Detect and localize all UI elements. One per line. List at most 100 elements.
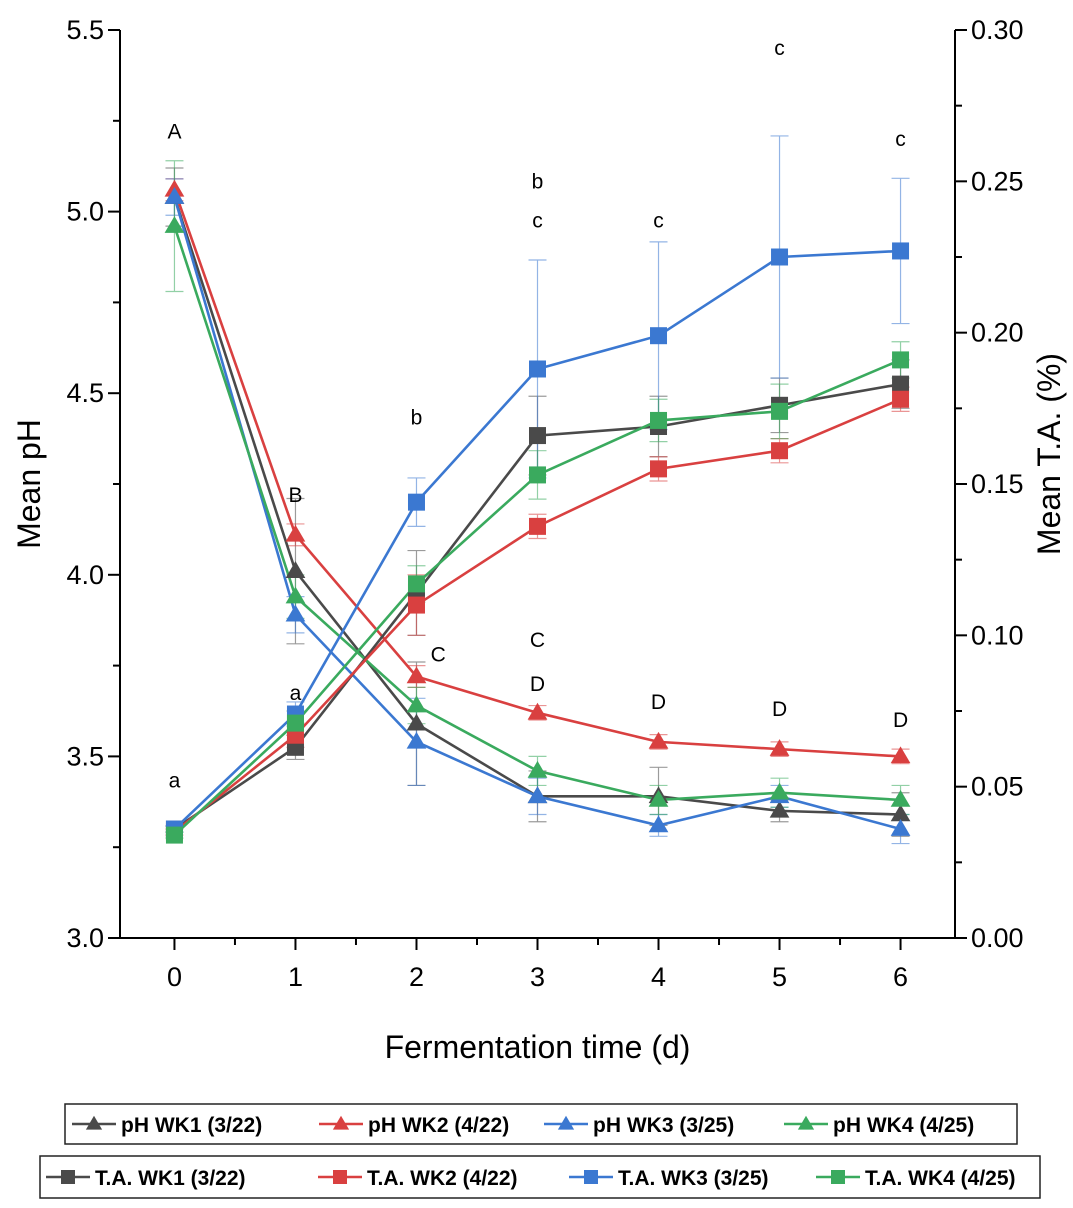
data-point-t-a-wk3-3-25: [650, 327, 668, 345]
legend-label-t-a-wk4-4-25: T.A. WK4 (4/25): [865, 1167, 1016, 1190]
left-y-tick-label: 5.5: [66, 15, 104, 45]
legend-marker-ph-wk2-4-22: [332, 1115, 350, 1130]
error-bars: [165, 135, 910, 845]
data-point-t-a-wk4-4-25: [165, 826, 183, 844]
legend-marker-t-a-wk2-4-22: [333, 1170, 347, 1184]
x-tick-label: 3: [530, 962, 545, 992]
right-y-tick-label: 0.15: [971, 469, 1024, 499]
legend-marker-t-a-wk3-3-25: [584, 1170, 598, 1184]
data-point-ph-wk4-4-25: [527, 760, 548, 778]
legend-row-ph-box: [64, 1103, 1018, 1145]
significance-letter: a: [169, 770, 181, 793]
significance-letter: a: [290, 682, 302, 705]
significance-letter: D: [530, 673, 545, 696]
significance-letter: A: [167, 121, 181, 144]
series-markers: [164, 179, 911, 844]
data-point-t-a-wk2-4-22: [407, 596, 425, 614]
data-point-t-a-wk2-4-22: [529, 517, 546, 535]
data-point-t-a-wk4-4-25: [650, 411, 668, 429]
data-point-t-a-wk4-4-25: [529, 466, 546, 484]
data-point-t-a-wk4-4-25: [771, 402, 789, 420]
data-point-ph-wk1-3-22: [285, 561, 306, 578]
data-point-ph-wk2-4-22: [285, 524, 306, 542]
data-point-ph-wk1-3-22: [769, 800, 790, 818]
data-point-t-a-wk3-3-25: [407, 493, 425, 511]
data-point-ph-wk3-3-25: [648, 815, 669, 833]
data-point-ph-wk2-4-22: [769, 739, 790, 756]
left-y-tick-label: 3.5: [66, 741, 104, 771]
data-point-t-a-wk3-3-25: [771, 248, 789, 266]
data-point-t-a-wk4-4-25: [407, 575, 425, 593]
data-point-t-a-wk2-4-22: [650, 460, 668, 478]
data-point-t-a-wk4-4-25: [286, 714, 304, 732]
legend-label-ph-wk3-3-25: pH WK3 (3/25): [593, 1114, 734, 1137]
left-y-tick-label: 4.0: [66, 560, 104, 590]
significance-letter: b: [411, 406, 423, 429]
data-point-ph-wk3-3-25: [285, 604, 306, 622]
left-y-tick-label: 3.0: [66, 923, 104, 953]
data-point-t-a-wk2-4-22: [892, 390, 910, 408]
right-y-tick-label: 0.05: [971, 772, 1024, 802]
axes: 3.0 3.5 4.0 4.5 5.0 5.5 0.00 0.05 0.10 0.15 0.20 0.…: [11, 15, 1067, 1065]
right-y-tick-label: 0.25: [971, 166, 1024, 196]
data-point-ph-wk3-3-25: [527, 786, 548, 804]
data-point-t-a-wk3-3-25: [892, 242, 910, 260]
right-y-tick-label: 0.00: [971, 923, 1024, 953]
data-point-ph-wk2-4-22: [527, 702, 548, 720]
legend-marker-ph-wk4-4-25: [797, 1115, 815, 1130]
right-y-axis-title: Mean T.A. (%): [1031, 353, 1067, 555]
data-point-ph-wk2-4-22: [406, 666, 427, 684]
legend-label-t-a-wk3-3-25: T.A. WK3 (3/25): [618, 1167, 769, 1190]
data-point-ph-wk2-4-22: [890, 746, 911, 764]
x-axis-title: Fermentation time (d): [385, 1029, 691, 1065]
data-point-ph-wk1-3-22: [406, 713, 427, 731]
data-point-ph-wk3-3-25: [164, 187, 185, 204]
significance-letter: c: [774, 37, 785, 60]
data-point-ph-wk3-3-25: [890, 819, 911, 836]
legend-label-t-a-wk2-4-22: T.A. WK2 (4/22): [367, 1167, 518, 1190]
right-y-tick-label: 0.20: [971, 318, 1024, 348]
significance-letter: D: [893, 709, 908, 732]
x-tick-label: 1: [288, 962, 303, 992]
legend-label-ph-wk4-4-25: pH WK4 (4/25): [833, 1114, 974, 1137]
data-point-ph-wk4-4-25: [890, 789, 911, 807]
legend-marker-t-a-wk4-4-25: [831, 1170, 845, 1184]
significance-letter: b: [532, 170, 544, 193]
data-point-t-a-wk3-3-25: [529, 360, 546, 378]
data-point-ph-wk3-3-25: [406, 731, 427, 749]
significance-letter: c: [653, 210, 664, 233]
significance-letter: D: [772, 698, 787, 721]
legend-marker-ph-wk1-3-22: [85, 1115, 103, 1130]
legend-label-ph-wk2-4-22: pH WK2 (4/22): [368, 1114, 509, 1137]
x-tick-label: 6: [893, 962, 908, 992]
data-point-ph-wk4-4-25: [648, 789, 669, 807]
legend-label-t-a-wk1-3-22: T.A. WK1 (3/22): [95, 1167, 246, 1190]
significance-letter: C: [431, 644, 446, 667]
left-y-tick-label: 5.0: [66, 197, 104, 227]
significance-letter: c: [532, 210, 543, 233]
significance-letter: B: [288, 484, 302, 507]
x-tick-label: 0: [167, 962, 182, 992]
significance-letter: C: [530, 629, 545, 652]
left-y-tick-label: 4.5: [66, 378, 104, 408]
legend-marker-ph-wk3-3-25: [557, 1115, 575, 1130]
data-point-t-a-wk1-3-22: [529, 427, 546, 445]
x-tick-label: 5: [772, 962, 787, 992]
data-point-t-a-wk4-4-25: [892, 351, 910, 369]
x-tick-label: 4: [651, 962, 666, 992]
data-point-ph-wk2-4-22: [648, 731, 669, 749]
significance-letter: D: [651, 691, 666, 714]
data-point-ph-wk4-4-25: [285, 586, 306, 604]
significance-letter: c: [895, 128, 906, 151]
right-y-tick-label: 0.10: [971, 620, 1024, 650]
data-point-ph-wk4-4-25: [769, 782, 790, 800]
left-y-axis-title: Mean pH: [11, 419, 47, 549]
x-tick-label: 2: [409, 962, 424, 992]
legend-marker-t-a-wk1-3-22: [61, 1170, 75, 1184]
right-y-tick-label: 0.30: [971, 15, 1024, 45]
legend-label-ph-wk1-3-22: pH WK1 (3/22): [121, 1114, 262, 1137]
data-point-ph-wk4-4-25: [406, 695, 427, 713]
legend: pH WK1 (3/22) pH WK2 (4/22) pH WK3 (3/25) p…: [39, 1103, 1041, 1199]
